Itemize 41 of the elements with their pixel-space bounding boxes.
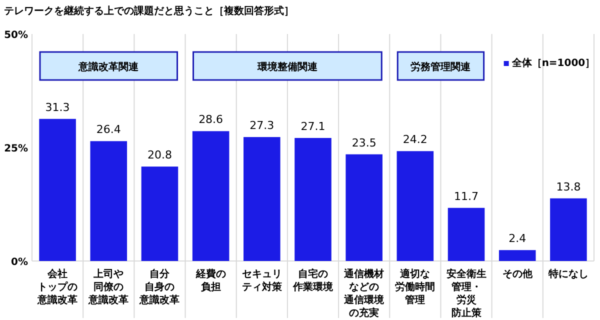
- data-label: 2.4: [508, 232, 526, 246]
- bar: [294, 138, 332, 261]
- x-tick-label: 安全衛生管理・労災防止策: [446, 268, 486, 319]
- y-tick-label: 0%: [11, 257, 28, 268]
- data-label: 27.1: [300, 120, 326, 133]
- annotation: 環境整備関連: [256, 61, 318, 73]
- bar: [141, 166, 178, 261]
- x-tick-label: 経費の負担: [194, 268, 226, 293]
- x-tick-label: 自宅の作業環境: [292, 268, 334, 293]
- data-label: 13.8: [556, 180, 581, 194]
- x-tick-label: その他: [502, 268, 534, 280]
- x-tick-label: 上司や同僚の意識改革: [88, 268, 129, 306]
- bar: [192, 131, 230, 261]
- x-tick-label: 通信機材などの通信環境の充実: [343, 268, 386, 319]
- data-label: 24.2: [402, 133, 428, 146]
- data-label: 11.7: [454, 190, 479, 203]
- data-label: 23.5: [352, 136, 376, 150]
- chart-title: テレワークを継続する上での課題だと思うこと［複数回答形式］: [4, 5, 294, 17]
- bar: [39, 118, 76, 261]
- x-tick-label: 会社トップの意識改革: [36, 268, 78, 306]
- bar: [244, 137, 280, 261]
- bar: [346, 154, 382, 261]
- bar: [498, 250, 536, 261]
- data-label: 26.4: [96, 123, 121, 136]
- data-label: 20.8: [147, 148, 172, 162]
- data-label: 28.6: [198, 113, 224, 126]
- x-tick-label: 特になし: [547, 268, 588, 280]
- bar: [396, 151, 434, 261]
- x-tick-label: セキュリティ対策: [242, 269, 283, 293]
- data-label: 27.3: [250, 119, 274, 132]
- bar: [550, 198, 587, 261]
- annotation: 労務管理関連: [410, 61, 472, 73]
- y-tick-label: 50%: [4, 30, 28, 41]
- bar: [448, 208, 485, 261]
- annotation: 意識改革関連: [78, 61, 140, 73]
- x-tick-label: 適切な労働時間管理: [395, 268, 436, 306]
- legend-label: 全体［n=1000］: [510, 57, 596, 69]
- x-tick-label: 自分自身の意識改革: [138, 268, 180, 306]
- y-tick-label: 25%: [4, 144, 28, 154]
- bar: [90, 141, 128, 261]
- data-label: 31.3: [45, 100, 70, 114]
